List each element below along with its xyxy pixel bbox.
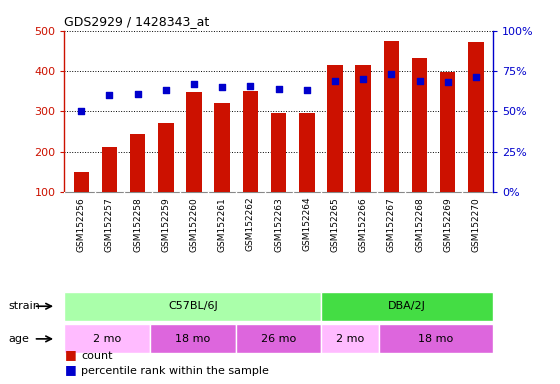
Point [472, 74, 480, 81]
Bar [468, 42, 484, 232]
Text: 2 mo: 2 mo [336, 334, 364, 344]
Text: GSM152259: GSM152259 [161, 197, 170, 252]
Bar [412, 58, 427, 232]
Point [105, 92, 114, 98]
Text: 2 mo: 2 mo [93, 334, 122, 344]
Text: GSM152261: GSM152261 [218, 197, 227, 252]
Text: ■: ■ [64, 363, 76, 376]
Point [133, 91, 142, 97]
Bar [384, 41, 399, 232]
Text: GSM152264: GSM152264 [302, 197, 311, 252]
Text: GSM152263: GSM152263 [274, 197, 283, 252]
Bar [73, 172, 89, 232]
Text: 18 mo: 18 mo [418, 334, 453, 344]
Point [246, 83, 255, 89]
Bar [236, 324, 321, 353]
Point [218, 84, 227, 90]
Text: ■: ■ [64, 348, 76, 361]
Bar [130, 134, 146, 232]
Bar [158, 124, 174, 232]
Point [302, 87, 311, 93]
Text: GSM152268: GSM152268 [415, 197, 424, 252]
Text: GSM152267: GSM152267 [387, 197, 396, 252]
Text: 18 mo: 18 mo [175, 334, 211, 344]
Text: GSM152270: GSM152270 [472, 197, 480, 252]
Bar [102, 147, 117, 232]
Point [274, 86, 283, 92]
Text: percentile rank within the sample: percentile rank within the sample [81, 366, 269, 376]
Point [358, 76, 367, 82]
Text: GSM152258: GSM152258 [133, 197, 142, 252]
Text: count: count [81, 351, 113, 361]
Point [415, 78, 424, 84]
Bar [379, 324, 493, 353]
Text: GSM152269: GSM152269 [443, 197, 452, 252]
Point [77, 108, 86, 114]
Text: GDS2929 / 1428343_at: GDS2929 / 1428343_at [64, 15, 209, 28]
Text: C57BL/6J: C57BL/6J [168, 301, 218, 311]
Bar [214, 103, 230, 232]
Text: strain: strain [8, 301, 40, 311]
Text: GSM152256: GSM152256 [77, 197, 86, 252]
Bar [440, 72, 455, 232]
Bar [321, 324, 379, 353]
Text: GSM152266: GSM152266 [358, 197, 368, 252]
Text: GSM152260: GSM152260 [189, 197, 199, 252]
Bar [356, 65, 371, 232]
Bar [299, 113, 315, 232]
Bar [242, 91, 258, 232]
Text: GSM152257: GSM152257 [105, 197, 114, 252]
Bar [271, 113, 286, 232]
Bar [186, 92, 202, 232]
Bar [64, 292, 321, 321]
Text: 26 mo: 26 mo [261, 334, 296, 344]
Bar [327, 65, 343, 232]
Bar [321, 292, 493, 321]
Text: GSM152262: GSM152262 [246, 197, 255, 252]
Text: age: age [8, 334, 29, 344]
Point [330, 78, 339, 84]
Point [190, 81, 199, 87]
Text: DBA/2J: DBA/2J [388, 301, 426, 311]
Bar [64, 324, 150, 353]
Text: GSM152265: GSM152265 [330, 197, 339, 252]
Point [161, 87, 170, 93]
Bar [150, 324, 236, 353]
Point [387, 71, 396, 77]
Point [443, 79, 452, 85]
